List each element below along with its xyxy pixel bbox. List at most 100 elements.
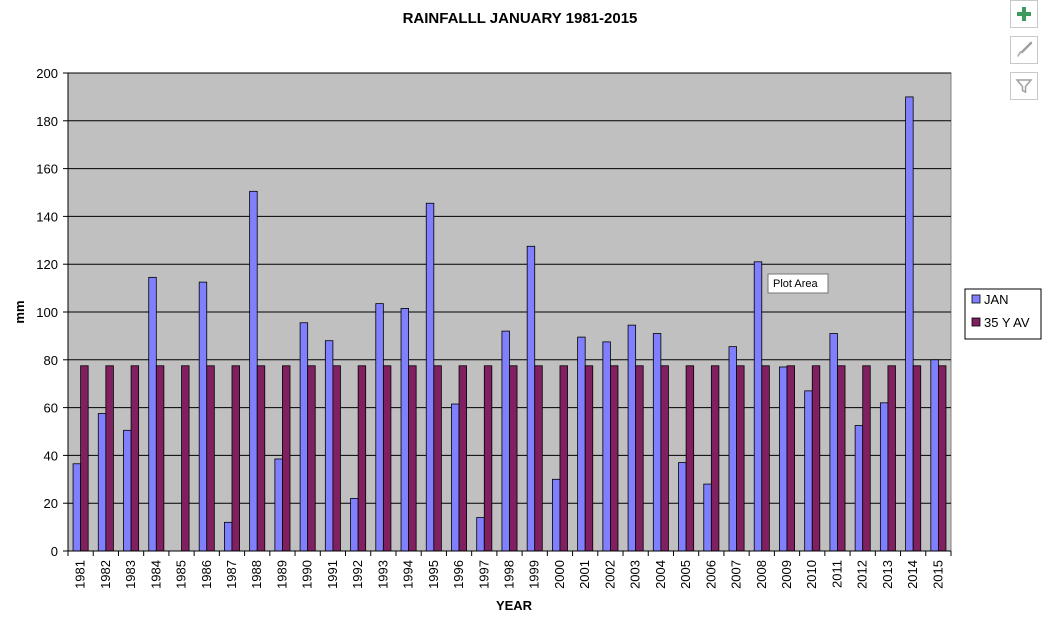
bar-35y-average[interactable]	[710, 365, 720, 552]
bar-35y-average[interactable]	[509, 365, 518, 552]
bar-jan[interactable]	[198, 281, 208, 552]
bar-35y-average[interactable]	[736, 365, 745, 552]
bar-35y-average[interactable]	[937, 365, 947, 552]
x-tick-label: 1981	[73, 560, 88, 589]
bar-jan[interactable]	[97, 413, 107, 552]
bar-35y-average[interactable]	[837, 365, 846, 552]
bar-jan[interactable]	[476, 517, 485, 552]
legend[interactable]: JAN 35 Y AV	[964, 288, 1042, 340]
bar-35y-average[interactable]	[786, 365, 795, 552]
bar-35y-average[interactable]	[332, 365, 341, 552]
bar-jan[interactable]	[451, 403, 460, 552]
bar-jan[interactable]	[123, 429, 132, 552]
x-tick-label: 2009	[779, 560, 794, 589]
x-tick-label: 2011	[829, 560, 844, 588]
bar-jan[interactable]	[249, 190, 258, 552]
bar-35y-average[interactable]	[130, 365, 140, 552]
bar-35y-average[interactable]	[307, 365, 316, 552]
bar-35y-average[interactable]	[559, 365, 568, 552]
x-tick-label: 1985	[174, 560, 189, 589]
chart-elements-button[interactable]	[1010, 0, 1038, 28]
bar-35y-average[interactable]	[155, 365, 165, 552]
x-tick-label: 2000	[552, 560, 567, 589]
bar-jan[interactable]	[274, 458, 283, 552]
bar-35y-average[interactable]	[231, 365, 240, 552]
bar-35y-average[interactable]	[105, 365, 114, 552]
bar-jan[interactable]	[905, 96, 914, 552]
bar-jan[interactable]	[72, 463, 82, 552]
bar-35y-average[interactable]	[282, 365, 291, 552]
bar-35y-average[interactable]	[912, 365, 922, 552]
x-tick-label: 1995	[426, 560, 441, 589]
bar-jan[interactable]	[627, 324, 637, 552]
bar-35y-average[interactable]	[357, 365, 367, 552]
bar-jan[interactable]	[678, 462, 687, 552]
bar-jan[interactable]	[879, 402, 889, 552]
bar-35y-average[interactable]	[635, 365, 644, 552]
bar-35y-average[interactable]	[433, 365, 442, 552]
x-tick-label: 1983	[123, 560, 138, 589]
bar-jan[interactable]	[577, 336, 586, 552]
bar-35y-average[interactable]	[610, 365, 619, 552]
bar-jan[interactable]	[400, 308, 409, 552]
bar-jan[interactable]	[753, 261, 763, 552]
bar-35y-average[interactable]	[811, 365, 821, 552]
x-tick-label: 1996	[451, 560, 466, 589]
plot-area-tooltip: Plot Area	[767, 273, 829, 294]
x-tick-labels: 1981 1982 1983 1984 1985 1986 1987 1988 1989 1990…	[73, 560, 946, 589]
bar-jan[interactable]	[652, 333, 662, 552]
x-tick-label: 1999	[527, 560, 542, 589]
x-tick-label: 2004	[653, 560, 668, 589]
bar-jan[interactable]	[375, 303, 384, 552]
tooltip-text: Plot Area	[773, 278, 819, 290]
bar-35y-average[interactable]	[534, 365, 543, 552]
x-tick-label: 1982	[98, 560, 113, 589]
chart-styles-button[interactable]	[1010, 36, 1038, 64]
bar-jan[interactable]	[728, 346, 737, 552]
legend-swatch-jan	[971, 294, 981, 304]
bar-35y-average[interactable]	[181, 365, 190, 552]
bar-jan[interactable]	[602, 341, 611, 552]
bar-jan[interactable]	[350, 498, 359, 552]
bar-jan[interactable]	[224, 521, 233, 552]
x-tick-label: 2003	[628, 560, 643, 589]
filter-icon	[1015, 79, 1033, 94]
bar-jan[interactable]	[930, 359, 939, 552]
chart-filters-button[interactable]	[1010, 72, 1038, 100]
bar-35y-average[interactable]	[206, 365, 215, 552]
bar-35y-average[interactable]	[660, 365, 669, 552]
x-tick-label: 2012	[855, 560, 870, 589]
bar-jan[interactable]	[779, 366, 788, 552]
bar-jan[interactable]	[703, 483, 712, 552]
bar-jan[interactable]	[804, 390, 813, 552]
x-tick-label: 2001	[577, 560, 592, 589]
bar-35y-average[interactable]	[256, 365, 266, 552]
bar-jan[interactable]	[299, 322, 309, 552]
x-tick-label: 1998	[502, 560, 517, 589]
bar-jan[interactable]	[526, 245, 536, 552]
x-tick-label: 1993	[375, 560, 390, 589]
bar-35y-average[interactable]	[408, 365, 417, 552]
bar-35y-average[interactable]	[761, 365, 770, 552]
bar-35y-average[interactable]	[80, 365, 89, 552]
bar-35y-average[interactable]	[862, 365, 871, 552]
bar-35y-average[interactable]	[584, 365, 594, 552]
bar-jan[interactable]	[324, 340, 334, 552]
bar-35y-average[interactable]	[458, 365, 468, 552]
bar-35y-average[interactable]	[382, 365, 392, 552]
x-tick-label: 1984	[148, 560, 163, 589]
bar-jan[interactable]	[551, 478, 561, 552]
plus-icon	[1017, 7, 1031, 21]
bar-jan[interactable]	[829, 333, 838, 552]
bar-jan[interactable]	[148, 276, 157, 552]
y-tick-label: 180	[36, 114, 58, 129]
bar-jan[interactable]	[425, 202, 435, 552]
bar-35y-average[interactable]	[685, 365, 695, 552]
x-tick-label: 2014	[905, 560, 920, 589]
x-tick-label: 2010	[804, 560, 819, 589]
x-tick-label: 1994	[401, 560, 416, 589]
bar-jan[interactable]	[501, 330, 510, 552]
bar-jan[interactable]	[854, 425, 864, 552]
bar-35y-average[interactable]	[483, 365, 493, 552]
bar-35y-average[interactable]	[887, 365, 896, 552]
